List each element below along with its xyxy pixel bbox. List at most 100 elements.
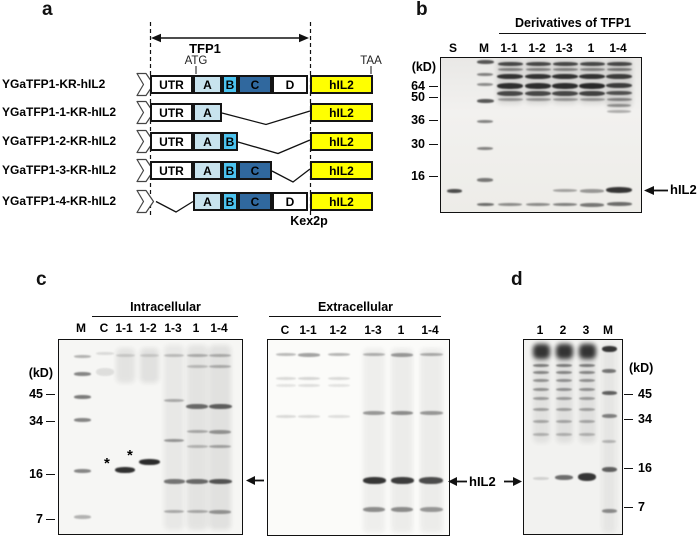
gel-band xyxy=(607,110,631,113)
segment-A: A xyxy=(193,161,222,180)
gel-band xyxy=(115,348,135,383)
gel-band xyxy=(555,475,573,480)
segment-UTR: UTR xyxy=(150,75,193,94)
gel-band xyxy=(446,189,462,193)
segment-hIL2: hIL2 xyxy=(310,161,373,180)
gel-band xyxy=(580,203,604,207)
gel-image-intracellular xyxy=(58,339,243,535)
gel-band xyxy=(298,384,320,387)
gel-band xyxy=(497,74,523,79)
marker-tick xyxy=(624,419,633,420)
gel-band xyxy=(419,477,443,484)
gel-band xyxy=(578,344,596,359)
gel-band xyxy=(552,74,578,79)
gel-band xyxy=(209,354,231,357)
gel-band xyxy=(579,371,595,374)
gel-band xyxy=(139,348,159,383)
gel-band xyxy=(419,353,443,356)
gel-band xyxy=(419,507,443,512)
gel-band xyxy=(579,68,605,71)
gel-band xyxy=(579,91,605,96)
gel-band xyxy=(328,377,350,380)
lane-label-1-1: 1-1 xyxy=(500,41,518,55)
lane-label-1: 1 xyxy=(192,321,200,335)
lane-label-1-3: 1-3 xyxy=(164,321,182,335)
marker-50kd: 50 xyxy=(411,90,425,104)
segment-B: B xyxy=(222,132,238,151)
gel-band xyxy=(186,510,208,513)
gel-band xyxy=(328,415,350,418)
gel-band xyxy=(606,91,632,95)
panel-a-label: a xyxy=(42,0,53,20)
gel-band xyxy=(391,411,413,415)
gel-band xyxy=(556,371,572,374)
marker-tick xyxy=(46,394,55,395)
lane-label-2: 2 xyxy=(559,323,567,337)
gel-band xyxy=(276,415,296,418)
gel-band xyxy=(579,74,605,79)
marker-34kd: 34 xyxy=(638,412,652,426)
intracellular-title: Intracellular xyxy=(130,300,201,314)
gel-band xyxy=(164,354,184,357)
extracellular-title: Extracellular xyxy=(317,300,394,314)
gel-band xyxy=(578,473,596,481)
gel-band xyxy=(533,420,549,423)
gel-band xyxy=(391,348,413,533)
lane-label-1-2: 1-2 xyxy=(139,321,157,335)
gel-band xyxy=(328,353,350,356)
gel-band xyxy=(208,479,232,484)
lane-label-M: M xyxy=(603,323,613,337)
gel-band xyxy=(553,189,577,192)
marker-30kd: 30 xyxy=(411,137,425,151)
gel-band xyxy=(556,379,572,382)
lane-label-M: M xyxy=(479,41,489,55)
gel-image-b xyxy=(440,57,642,213)
start-codon-label: ATG xyxy=(184,55,208,67)
gel-band xyxy=(579,379,595,382)
gel-band xyxy=(606,62,632,66)
marker-tick xyxy=(429,86,438,87)
gel-band xyxy=(526,203,550,206)
gel-band xyxy=(73,515,91,519)
panel-b-label: b xyxy=(416,0,428,20)
gel-band xyxy=(164,399,184,402)
marker-tick xyxy=(624,394,633,395)
gel-band xyxy=(73,418,91,422)
gel-band xyxy=(363,507,385,512)
gel-band xyxy=(139,354,159,357)
gel-band xyxy=(476,60,494,64)
gel-band xyxy=(186,345,208,530)
marker-tick xyxy=(46,474,55,475)
gel-band xyxy=(477,73,493,76)
gel-band xyxy=(602,343,616,533)
panel-d-label: d xyxy=(511,269,523,290)
gel-band xyxy=(276,353,296,356)
gel-band xyxy=(556,408,572,411)
segment-C: C xyxy=(238,75,272,94)
gel-band xyxy=(606,83,632,88)
gel-band xyxy=(606,74,632,79)
gel-band xyxy=(476,203,494,206)
gel-band xyxy=(579,420,595,423)
gel-band xyxy=(556,433,572,436)
gel-band xyxy=(164,439,184,442)
segment-D: D xyxy=(272,75,308,94)
segment-hIL2: hIL2 xyxy=(310,103,373,122)
gel-band xyxy=(533,364,549,367)
hil2-arrow-b xyxy=(644,186,668,195)
lane-label-1: 1 xyxy=(536,323,544,337)
segment-B: B xyxy=(222,161,238,180)
lane-label-1-4: 1-4 xyxy=(210,321,228,335)
gel-band xyxy=(476,99,494,103)
segment-D: D xyxy=(272,192,308,211)
gel-band xyxy=(276,384,296,387)
gel-band xyxy=(163,479,185,484)
deletion-connectors xyxy=(155,110,311,213)
gel-band xyxy=(363,348,385,533)
gel-band xyxy=(579,433,595,436)
promoter-arrow-icons xyxy=(136,72,155,214)
gel-band xyxy=(525,68,551,71)
marker-tick xyxy=(429,144,438,145)
gel-band xyxy=(497,83,523,89)
